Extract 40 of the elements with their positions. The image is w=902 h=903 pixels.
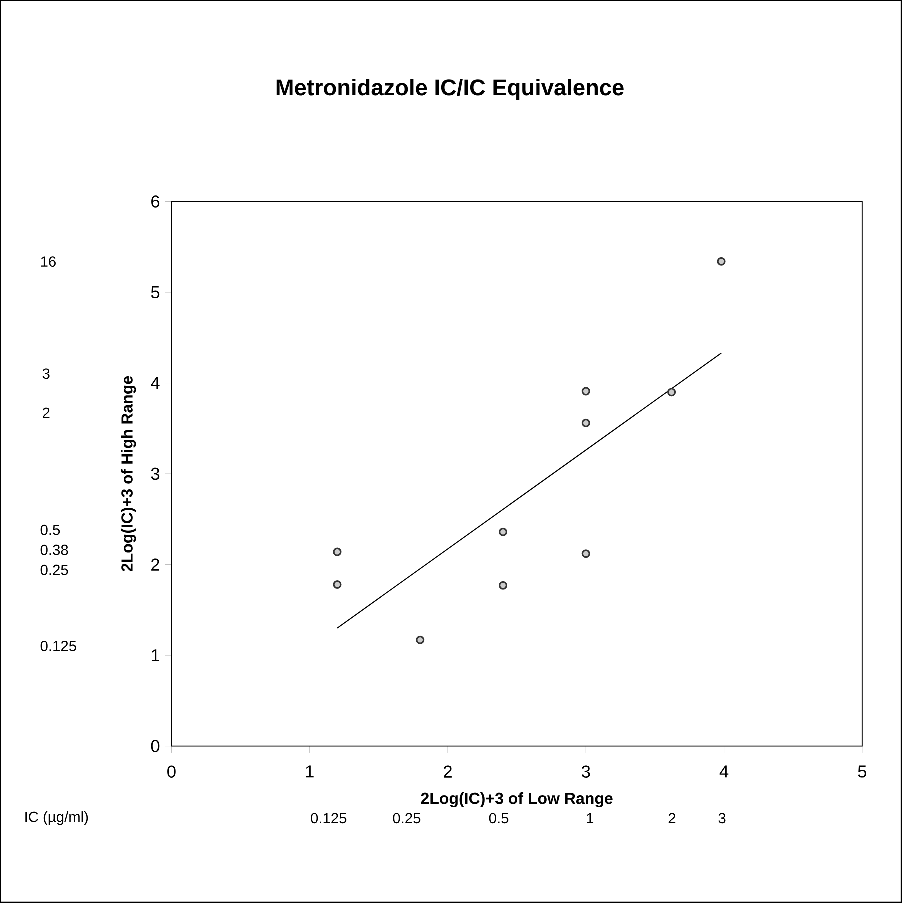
y-tick-label: 5: [151, 286, 160, 299]
point: [582, 550, 590, 558]
y-tick-label: 4: [151, 377, 160, 390]
text: 1: [587, 813, 594, 824]
x-tick-label: 1: [306, 766, 314, 778]
y-tick-label: 3: [151, 468, 160, 480]
point: [582, 418, 590, 428]
point: [416, 636, 425, 644]
y-tick-label: 6: [152, 196, 160, 208]
text: 0.5: [40, 524, 60, 536]
x-tick-label: 5: [858, 766, 867, 778]
text: 3: [42, 368, 50, 380]
point: [582, 387, 590, 396]
point: [498, 528, 508, 536]
text: 2: [668, 813, 676, 824]
point: [498, 581, 508, 590]
text: 0.5: [489, 813, 509, 824]
y-tick-label: 2: [152, 558, 160, 571]
x-tick-label: 0: [168, 766, 176, 778]
y-tick-label: 0: [151, 740, 160, 752]
text: 16: [41, 256, 56, 267]
y-axis-title: 2Log(IC)+3 of High Range: [121, 376, 136, 572]
text: 3: [718, 813, 726, 824]
x-tick-label: 3: [582, 766, 590, 778]
text: 2: [43, 408, 50, 418]
text: 0.125: [311, 813, 347, 824]
text: 0.38: [40, 544, 68, 556]
text: IC (µg/ml): [26, 812, 88, 826]
y-tick-label: 1: [152, 650, 160, 662]
point: [668, 388, 676, 397]
chart-title: Metronidazole IC/IC Equivalence: [276, 79, 624, 100]
text: 0.125: [40, 641, 76, 652]
x-tick-label: 2: [444, 766, 452, 778]
point: [333, 548, 342, 556]
text: 0.25: [40, 564, 68, 576]
text: 0.25: [393, 813, 421, 824]
point: [333, 580, 342, 590]
x-tick-label: 4: [720, 766, 729, 778]
point: [717, 257, 726, 266]
x-axis-title: 2Log(IC)+3 of Low Range: [421, 792, 613, 808]
